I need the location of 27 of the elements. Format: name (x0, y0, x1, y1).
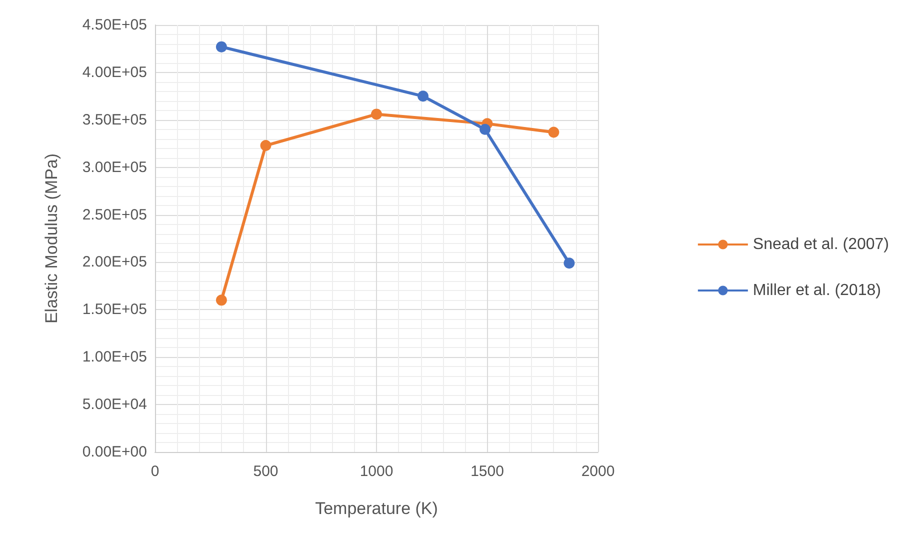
legend-label: Miller et al. (2018) (752, 282, 881, 299)
y-tick-label: 4.50E+05 (82, 16, 147, 34)
x-axis-title: Temperature (K) (315, 499, 438, 518)
legend-label: Snead et al. (2007) (752, 236, 889, 253)
y-tick-label: 2.00E+05 (82, 254, 147, 271)
x-tick-label: 500 (253, 463, 278, 480)
x-tick-label: 1000 (360, 463, 394, 480)
point (216, 41, 227, 52)
y-tick-label: 1.00E+05 (82, 348, 147, 366)
x-tick-label: 0 (150, 463, 160, 480)
point (564, 258, 575, 269)
point (548, 126, 560, 138)
y-axis-title: Elastic Modulus (MPa) (42, 153, 61, 324)
point (480, 124, 491, 135)
y-tick-label: 0.00E+00 (82, 444, 147, 460)
y-tick-label: 3.50E+05 (82, 111, 147, 128)
y-tick-label: 2.50E+05 (82, 206, 147, 224)
y-tick-label: 1.50E+05 (82, 301, 147, 318)
y-tick-label: 3.00E+05 (82, 158, 147, 176)
x-tick-label: 1500 (470, 463, 504, 480)
point (371, 108, 382, 120)
y-tick-label: 4.00E+05 (82, 64, 147, 81)
y-tick-label: 5.00E+04 (82, 396, 147, 414)
point (418, 90, 429, 102)
point (260, 140, 272, 152)
point (216, 294, 227, 306)
x-tick-label: 2000 (581, 463, 615, 480)
